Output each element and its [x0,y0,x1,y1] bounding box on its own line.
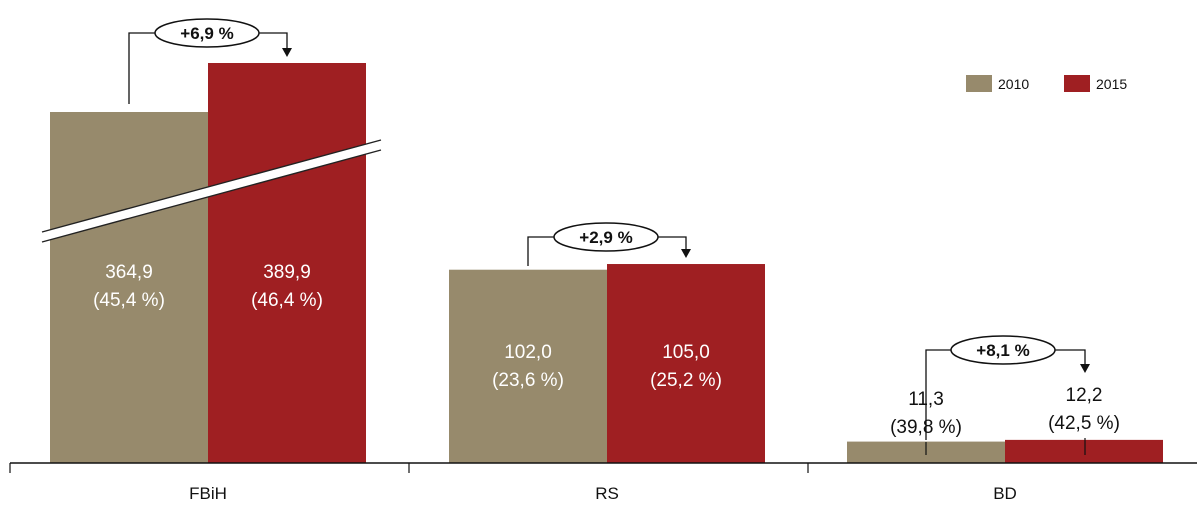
legend-swatch-2010 [966,75,992,92]
value-label: 389,9 [263,262,311,283]
change-annotations-layer: +6,9 % +2,9 % +8,1 % [128,18,1090,440]
share-label: (45,4 %) [93,290,165,311]
change-pill [553,222,659,252]
bar-rs-2015 [607,264,765,463]
share-label: (46,4 %) [251,290,323,311]
bar-rs-2010 [449,269,607,463]
change-arrow-icon [282,48,292,57]
change-label: +2,9 % [579,228,632,247]
x-tick-label: RS [595,484,619,503]
legend-label-2015: 2015 [1096,76,1127,92]
share-label: (42,5 %) [1048,413,1120,434]
value-label: 364,9 [105,262,153,283]
legend: 2010 2015 [966,75,1127,92]
share-label: (23,6 %) [492,370,564,391]
legend-label-2010: 2010 [998,76,1029,92]
change-pill [950,335,1056,365]
axis-break-layer [41,139,382,243]
bars-layer [50,63,1163,463]
x-tick-label: BD [993,484,1017,503]
axis-break-line [41,139,382,233]
bar-fbih-2010 [50,112,208,463]
share-label: (25,2 %) [650,370,722,391]
x-axis: FBiH RS BD [9,438,1197,503]
value-label: 105,0 [662,342,710,363]
value-label: 12,2 [1066,385,1103,406]
change-label: +6,9 % [180,24,233,43]
value-label: 102,0 [504,342,552,363]
x-tick-label: FBiH [189,484,227,503]
legend-swatch-2015 [1064,75,1090,92]
change-label: +8,1 % [976,341,1029,360]
bar-fbih-2015 [208,63,366,463]
change-pill [154,18,260,48]
axis-break-line [41,149,382,243]
bar-bd-2015 [1005,439,1163,463]
change-arrow-icon [1080,364,1090,373]
axis-break-band [42,140,381,242]
change-arrow-icon [681,249,691,258]
